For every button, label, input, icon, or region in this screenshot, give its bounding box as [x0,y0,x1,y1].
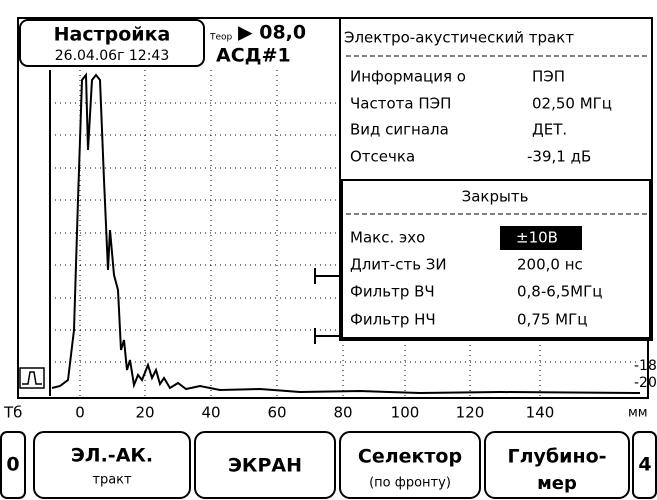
button-sublabel[interactable]: тракт [92,473,132,488]
button[interactable] [484,431,630,499]
setting-label: Фильтр НЧ [350,311,436,329]
button-label[interactable]: ЭКРАН [228,455,302,477]
button-label[interactable]: 4 [638,454,651,476]
button-bar: 0 ЭЛ.-АК. тракт ЭКРАН Селектор (по фронт… [0,431,657,499]
button-label[interactable]: 0 [6,454,19,476]
row-value: -39,1 дБ [527,148,591,166]
panel-title: Электро-акустический тракт [344,29,574,47]
row-value: 02,50 МГц [532,95,612,113]
setting-value[interactable]: 200,0 нс [517,256,583,274]
x-label: 80 [333,404,352,422]
mode-icon: Теор [209,33,233,43]
reading: ▶ 08,0 [238,22,306,44]
row-label: Информация о [350,68,466,86]
row-label: Отсечка [350,148,415,166]
waveform [51,72,641,395]
button[interactable] [339,431,481,499]
screen-title: Настройка [54,24,171,46]
y-label: -20 [634,375,657,391]
x-label: 0 [75,404,85,422]
datetime: 26.04.06г 12:43 [55,48,170,64]
close-button[interactable]: Закрыть [462,188,529,206]
button-sublabel[interactable]: мер [537,473,577,494]
setting-value[interactable]: ±10В [516,229,558,247]
x-label: 20 [135,404,154,422]
selection-highlight [500,226,582,250]
button[interactable] [194,431,336,499]
row-value: ПЭП [532,68,565,86]
setting-label: Длит-сть ЗИ [350,256,447,274]
title-box [19,19,205,67]
signal-icon [19,367,45,389]
button-label[interactable]: Селектор [358,446,462,468]
row-label: Вид сигнала [350,121,449,139]
button[interactable] [0,431,26,499]
setting-label: Фильтр ВЧ [350,283,435,301]
button-label[interactable]: Глубино- [507,446,606,468]
row-label: Частота ПЭП [350,95,451,113]
x-label: 40 [201,404,220,422]
button-sublabel[interactable]: (по фронту) [369,476,451,491]
device: АСД#1 [216,45,291,67]
button-label[interactable]: ЭЛ.-АК. [71,445,153,467]
x-label: 140 [526,404,555,422]
x-unit: Тб [3,404,22,422]
gate-markers [314,268,342,344]
button[interactable] [33,431,191,499]
row-value: ДЕТ. [532,121,567,139]
setting-label: Макс. эхо [350,229,425,247]
setting-value[interactable]: 0,75 МГц [517,311,587,329]
x-label: 120 [456,404,485,422]
panel: Электро-акустический тракт Информация о … [339,17,653,341]
setting-value[interactable]: 0,8-6,5МГц [517,283,602,301]
button[interactable] [632,431,657,499]
x-label: 60 [267,404,286,422]
y-label: -18 [634,358,657,374]
x-unit: мм [628,406,648,421]
x-label: 100 [391,404,420,422]
